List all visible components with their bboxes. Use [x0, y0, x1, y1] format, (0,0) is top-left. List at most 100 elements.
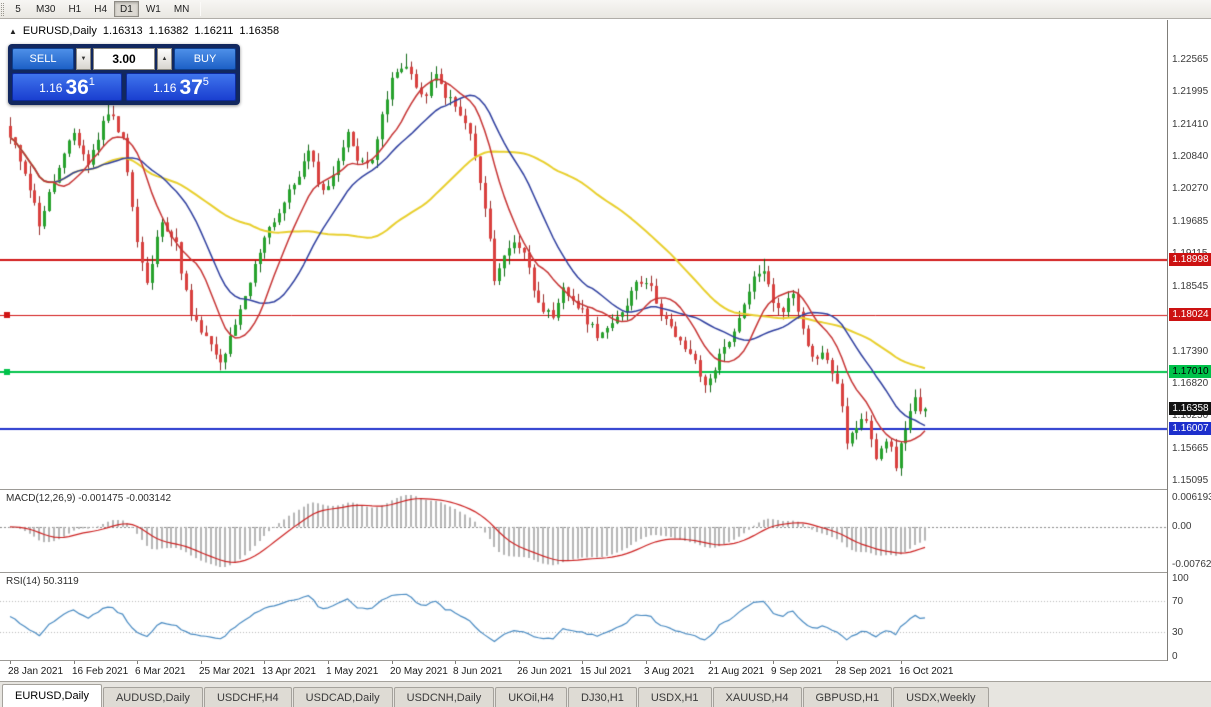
- price-axis-label: 1.20840: [1172, 151, 1209, 163]
- time-axis-tick: [646, 661, 647, 664]
- chart-tab-audusd-daily[interactable]: AUDUSD,Daily: [102, 687, 203, 707]
- rsi-axis-label: 0: [1172, 651, 1178, 662]
- time-axis-tick: [519, 661, 520, 664]
- time-axis-tick: [582, 661, 583, 664]
- price-axis-label: 1.21410: [1172, 119, 1209, 131]
- date-axis-label: 16 Feb 2021: [72, 666, 129, 677]
- time-axis-tick: [392, 661, 393, 664]
- macd-indicator-label: MACD(12,26,9) -0.001475 -0.003142: [6, 493, 172, 504]
- price-axis-label: 1.19685: [1172, 216, 1209, 228]
- price-badge-1.18024: 1.18024: [1169, 307, 1211, 321]
- buy-price-button[interactable]: 1.16 37 5: [126, 73, 236, 101]
- date-axis-label: 3 Aug 2021: [644, 666, 695, 677]
- pane-separator[interactable]: [0, 489, 1211, 490]
- timeframe-button-d1[interactable]: D1: [114, 1, 139, 17]
- time-axis-tick: [74, 661, 75, 664]
- rsi-indicator-label: RSI(14) 50.3119: [6, 576, 79, 587]
- sell-price-sup: 1: [88, 76, 95, 88]
- chart-tab-usdcad-daily[interactable]: USDCAD,Daily: [292, 687, 393, 707]
- chart-tabbar: EURUSD,Daily AUDUSD,Daily USDCHF,H4 USDCAD,…: [0, 681, 1211, 707]
- date-axis-label: 28 Jan 2021: [8, 666, 64, 677]
- price-badge-1.18998: 1.18998: [1169, 253, 1211, 267]
- date-axis-label: 13 Apr 2021: [262, 666, 316, 677]
- one-click-trading-panel: SELL ▼ 3.00 ▲ BUY 1.16 36 1 1.16 37 5: [8, 44, 240, 105]
- date-axis-label: 21 Aug 2021: [708, 666, 765, 677]
- timeframe-button-h1[interactable]: H1: [68, 3, 82, 15]
- macd-axis-label-top: 0.006193: [1172, 492, 1211, 503]
- price-axis-label: 1.21995: [1172, 86, 1209, 98]
- time-axis-tick: [455, 661, 456, 664]
- timeframe-button-5[interactable]: 5: [15, 3, 21, 15]
- buy-button[interactable]: BUY: [174, 48, 236, 70]
- toolbar-separator: [200, 2, 202, 16]
- chart-tab-usdchf-h4[interactable]: USDCHF,H4: [203, 687, 292, 707]
- sell-price-big: 36: [65, 76, 89, 99]
- price-axis-label: 1.17390: [1172, 345, 1209, 357]
- date-axis-label: 16 Oct 2021: [899, 666, 954, 677]
- chart-tab-dj30-h1[interactable]: DJ30,H1: [568, 687, 637, 707]
- toolbar-drag-handle[interactable]: [1, 2, 4, 16]
- macd-indicator-canvas[interactable]: [0, 490, 1167, 572]
- time-axis[interactable]: 28 Jan 2021 16 Feb 2021 6 Mar 2021 25 Mar 2…: [0, 661, 1211, 681]
- trade-panel-toggle-icon[interactable]: ▲: [9, 26, 17, 36]
- volume-decrease-button[interactable]: ▼: [76, 48, 91, 70]
- macd-axis-label-zero: 0.00: [1172, 520, 1192, 532]
- price-axis[interactable]: 1.22565 1.21995 1.21410 1.20840 1.20270 1.196…: [1167, 20, 1211, 662]
- time-axis-tick: [264, 661, 265, 664]
- volume-increase-button[interactable]: ▲: [157, 48, 172, 70]
- buy-price-prefix: 1.16: [153, 81, 177, 95]
- timeframe-button-mn[interactable]: MN: [173, 3, 190, 15]
- timeframe-button-h4[interactable]: H4: [94, 3, 108, 15]
- rsi-axis-label: 100: [1172, 573, 1189, 584]
- date-axis-label: 6 Mar 2021: [135, 666, 186, 677]
- ohlc-high: 1.16382: [148, 25, 189, 37]
- date-axis-label: 1 May 2021: [326, 666, 379, 677]
- price-axis-label: 1.16250: [1172, 409, 1209, 421]
- chart-tab-eurusd-daily[interactable]: EURUSD,Daily: [2, 684, 102, 707]
- chart-tab-usdcnh-daily[interactable]: USDCNH,Daily: [393, 687, 495, 707]
- symbol-name: EURUSD,Daily: [22, 25, 97, 37]
- chart-tab-usdx-h1[interactable]: USDX,H1: [637, 687, 712, 707]
- time-axis-tick: [328, 661, 329, 664]
- price-axis-label: 1.18545: [1172, 280, 1209, 292]
- ohlc-close: 1.16358: [239, 25, 280, 37]
- time-axis-tick: [201, 661, 202, 664]
- time-axis-tick: [710, 661, 711, 664]
- price-axis-label: 1.15665: [1172, 442, 1209, 454]
- pane-separator[interactable]: [0, 660, 1211, 661]
- rsi-axis-label: 30: [1172, 627, 1184, 639]
- chart-symbol-ohlc: ▲ EURUSD,Daily 1.16313 1.16382 1.16211 1…: [9, 25, 279, 37]
- ohlc-low: 1.16211: [194, 25, 234, 37]
- price-axis-label: 1.15095: [1172, 474, 1209, 486]
- chart-tab-usdx-weekly[interactable]: USDX,Weekly: [893, 687, 989, 707]
- price-axis-label: 1.20270: [1172, 183, 1209, 195]
- timeframe-toolbar: 5 M30 H1 H4 D1 W1 MN: [0, 0, 1211, 19]
- timeframe-button-m30[interactable]: M30: [36, 3, 56, 15]
- date-axis-label: 9 Sep 2021: [771, 666, 823, 677]
- chart-window: 1.22565 1.21995 1.21410 1.20840 1.20270 1.196…: [0, 20, 1211, 681]
- chart-tab-ukoil-h4[interactable]: UKOil,H4: [495, 687, 568, 707]
- price-badge-1.17010: 1.17010: [1169, 365, 1211, 379]
- time-axis-tick: [837, 661, 838, 664]
- chart-tab-xauusd-h4[interactable]: XAUUSD,H4: [712, 687, 802, 707]
- sell-button[interactable]: SELL: [12, 48, 74, 70]
- price-axis-label: 1.22565: [1172, 54, 1209, 66]
- price-badge-1.16007: 1.16007: [1169, 421, 1211, 435]
- buy-price-big: 37: [179, 76, 203, 99]
- time-axis-tick: [773, 661, 774, 664]
- sell-price-prefix: 1.16: [39, 81, 63, 95]
- timeframe-button-w1[interactable]: W1: [145, 3, 161, 15]
- pane-separator[interactable]: [0, 572, 1211, 573]
- price-axis-label: 1.16820: [1172, 377, 1209, 389]
- chart-tab-gbpusd-h1[interactable]: GBPUSD,H1: [802, 687, 893, 707]
- price-badge-1.16358: 1.16358: [1169, 401, 1211, 415]
- timeframe-buttons: 5 M30 H1 H4 D1 W1 MN: [7, 1, 196, 17]
- volume-input[interactable]: 3.00: [93, 48, 155, 70]
- rsi-indicator-canvas[interactable]: [0, 573, 1167, 660]
- sell-price-button[interactable]: 1.16 36 1: [12, 73, 122, 101]
- time-axis-tick: [10, 661, 11, 664]
- rsi-axis-label: 70: [1172, 595, 1184, 607]
- date-axis-label: 8 Jun 2021: [453, 666, 503, 677]
- date-axis-label: 15 Jul 2021: [580, 666, 632, 677]
